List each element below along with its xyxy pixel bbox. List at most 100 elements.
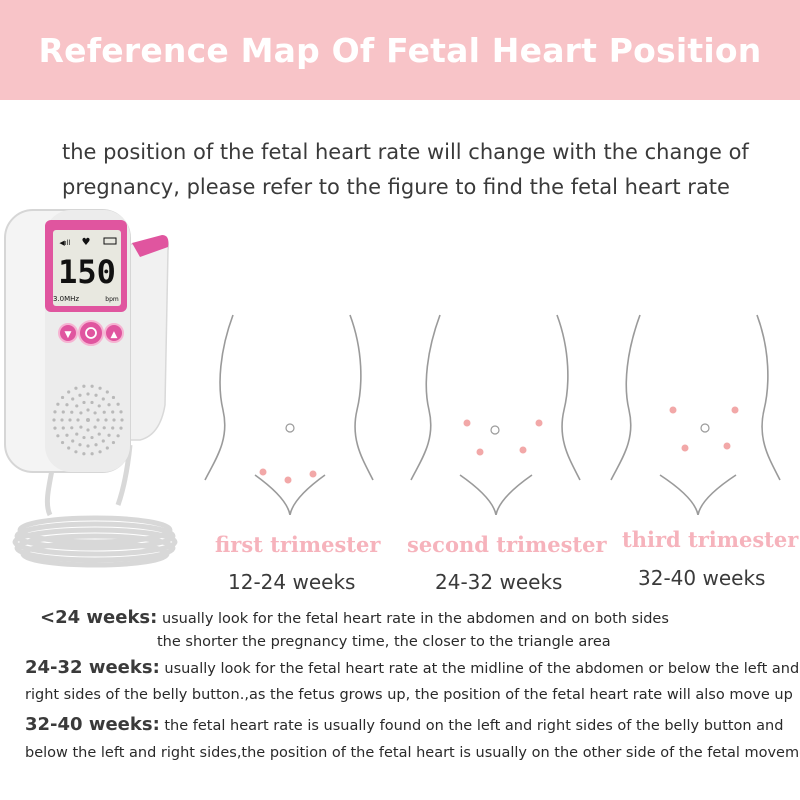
speaker-hole — [105, 390, 109, 394]
note-text: usually look for the fetal heart rate at… — [164, 661, 800, 677]
speaker-hole — [101, 397, 105, 401]
trimester-label-first: first trimester — [215, 532, 381, 557]
speaker-hole — [60, 418, 64, 422]
note-32-40: 32-40 weeks: the fetal heart rate is usu… — [25, 715, 783, 736]
speaker-hole — [94, 393, 98, 397]
note-24-32-continuation: right sides of the belly button.,as the … — [25, 687, 793, 703]
speaker-hole — [111, 426, 115, 430]
belly-diagram-first — [204, 314, 374, 515]
speaker-hole — [61, 426, 65, 430]
fetal-heart-dot — [669, 406, 677, 414]
speaker-hole — [90, 435, 94, 440]
trimester-weeks-second: 24-32 weeks — [435, 570, 563, 594]
speaker-hole — [102, 426, 106, 430]
speaker-hole — [111, 440, 116, 445]
speaker-hole — [52, 418, 56, 422]
trimester-weeks-third: 32-40 weeks — [638, 566, 766, 590]
speaker-hole — [53, 410, 57, 414]
speaker-hole — [65, 403, 69, 407]
intro-line-2: pregnancy, please refer to the figure to… — [62, 175, 730, 199]
speaker-hole — [74, 450, 78, 454]
speaker-hole — [68, 418, 72, 422]
fetal-heart-dot — [259, 468, 267, 476]
speaker-hole — [105, 446, 109, 450]
trimester-weeks-first: 12-24 weeks — [228, 570, 356, 594]
battery-icon — [103, 237, 117, 245]
lcd-value: 150 — [58, 253, 116, 291]
speaker-hole — [56, 402, 60, 406]
fetal-heart-dot — [284, 476, 292, 484]
intro-text: the position of the fetal heart rate wil… — [62, 135, 782, 205]
speaker-hole — [61, 410, 65, 414]
belly-button-1 — [285, 423, 295, 433]
intro-line-1: the position of the fetal heart rate wil… — [62, 140, 749, 164]
fetal-heart-dot — [476, 448, 484, 456]
note-24-32: 24-32 weeks: usually look for the fetal … — [25, 658, 799, 679]
speaker-hole — [107, 433, 111, 437]
speaker-hole — [75, 432, 79, 436]
speaker-hole — [96, 418, 100, 422]
speaker-hole — [94, 443, 98, 447]
speaker-hole — [75, 404, 79, 408]
speaker-hole — [116, 402, 120, 406]
probe — [127, 235, 170, 441]
speaker-hole — [78, 393, 82, 397]
speaker-hole — [53, 426, 57, 430]
trimester-label-second: second trimester — [407, 532, 607, 557]
fetal-heart-dot — [681, 444, 689, 452]
lcd-screen — [53, 230, 121, 306]
speaker-hole — [104, 418, 108, 422]
speaker-hole — [86, 392, 90, 396]
speaker-hole — [98, 386, 102, 390]
speaker-hole — [119, 426, 123, 430]
lcd-freq: 3.0MHz — [53, 295, 79, 303]
speaker-hole — [120, 418, 124, 422]
speaker-hole — [60, 440, 65, 445]
speaker-hole — [97, 404, 101, 408]
speaker-hole — [79, 425, 83, 429]
note-under-24-continuation: the shorter the pregnancy time, the clos… — [157, 634, 611, 650]
speaker-hole — [71, 397, 75, 401]
speaker-hole — [86, 428, 90, 432]
speaker-hole — [112, 418, 116, 422]
belly-button-2 — [490, 425, 500, 435]
note-heading: 24-32 weeks: — [25, 657, 160, 678]
page-title: Reference Map Of Fetal Heart Position — [38, 30, 762, 70]
speaker-hole — [82, 452, 86, 456]
speaker-hole — [82, 400, 86, 405]
speaker-hole — [107, 403, 111, 407]
speaker-hole — [86, 444, 90, 448]
speaker-hole — [90, 384, 94, 388]
speaker-hole — [78, 443, 82, 447]
speaker-hole — [67, 446, 71, 450]
speaker-hole — [60, 395, 65, 400]
speaker-hole — [90, 400, 94, 405]
fetal-heart-dot — [731, 406, 739, 414]
note-32-40-continuation: below the left and right sides,the posit… — [25, 745, 800, 761]
fetal-heart-dot — [519, 446, 527, 454]
signal-icon: ◀ıll — [59, 239, 70, 247]
fetal-heart-dot — [535, 419, 543, 427]
speaker-hole — [97, 432, 101, 436]
speaker-hole — [71, 439, 75, 443]
note-under-24: <24 weeks: usually look for the fetal he… — [40, 608, 669, 629]
speaker-hole — [102, 410, 106, 414]
speaker-hole — [90, 452, 94, 456]
speaker-hole — [116, 434, 120, 438]
fetal-heart-dot — [723, 442, 731, 450]
heart-icon: ♥ — [82, 237, 91, 248]
belly-button-3 — [700, 423, 710, 433]
speaker-hole — [119, 410, 123, 414]
speaker-hole — [93, 411, 97, 415]
speaker-hole — [70, 410, 74, 414]
coiled-cable — [12, 444, 178, 568]
speaker-hole — [98, 450, 102, 454]
fetal-heart-dot — [309, 470, 317, 478]
belly-diagram-second — [410, 314, 581, 515]
speaker-hole — [76, 418, 80, 422]
fetal-doppler-device: 150 bpm 3.0MHz ♥ ◀ıll ▼ ▲ — [4, 209, 178, 568]
power-button — [78, 320, 104, 346]
speaker-hole — [93, 425, 97, 429]
lcd-unit: bpm — [105, 296, 119, 303]
trimester-label-third: third trimester — [622, 527, 799, 552]
